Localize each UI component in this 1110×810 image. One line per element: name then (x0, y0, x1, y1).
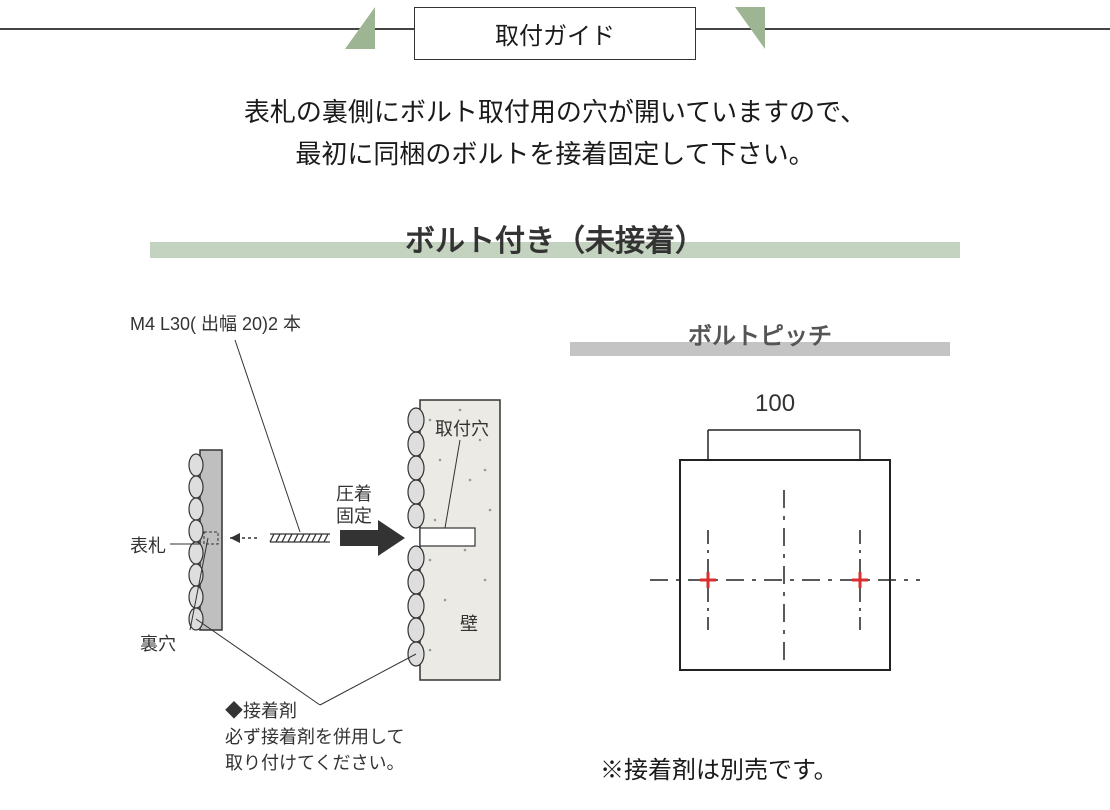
note-line2: 取り付けてください。 (225, 753, 404, 773)
label-back-hole: 裏穴 (140, 630, 176, 656)
intro-text: 表札の裏側にボルト取付用の穴が開いていますので、 最初に同梱のボルトを接着固定し… (0, 92, 1110, 175)
label-plate: 表札 (130, 532, 166, 558)
title-decor-left (345, 7, 375, 49)
pitch-diagram: 100 (620, 400, 940, 700)
note-line1: 必ず接着剤を併用して (225, 727, 404, 747)
label-bolt-spec: M4 L30( 出幅 20)2 本 (130, 310, 301, 336)
section-main-title: ボルト付き（未接着） (150, 216, 960, 260)
adhesive-note: ◆接着剤 必ず接着剤を併用して 取り付けてください。 (225, 698, 404, 776)
label-mount-hole: 取付穴 (435, 415, 489, 441)
pitch-value: 100 (755, 390, 795, 418)
note-title: ◆接着剤 (225, 701, 297, 721)
footer-note: ※接着剤は別売です。 (600, 750, 838, 785)
intro-line-2: 最初に同梱のボルトを接着固定して下さい。 (0, 134, 1110, 176)
intro-line-1: 表札の裏側にボルト取付用の穴が開いていますので、 (0, 92, 1110, 134)
label-press-fix-1: 圧着 (336, 484, 372, 504)
label-press-fix-2: 固定 (336, 506, 372, 526)
install-diagram: M4 L30( 出幅 20)2 本 表札 裏穴 圧着 固定 取付穴 壁 ◆接着剤… (130, 310, 550, 770)
section-main-band: ボルト付き（未接着） (150, 216, 960, 258)
pitch-svg (620, 400, 940, 700)
page-title: 取付ガイド (414, 7, 696, 60)
section-sub-title: ボルトピッチ (570, 316, 950, 351)
label-wall: 壁 (460, 610, 478, 636)
section-sub-band: ボルトピッチ (570, 316, 950, 356)
title-decor-right (735, 7, 765, 49)
label-press-fix: 圧着 固定 (336, 484, 372, 527)
